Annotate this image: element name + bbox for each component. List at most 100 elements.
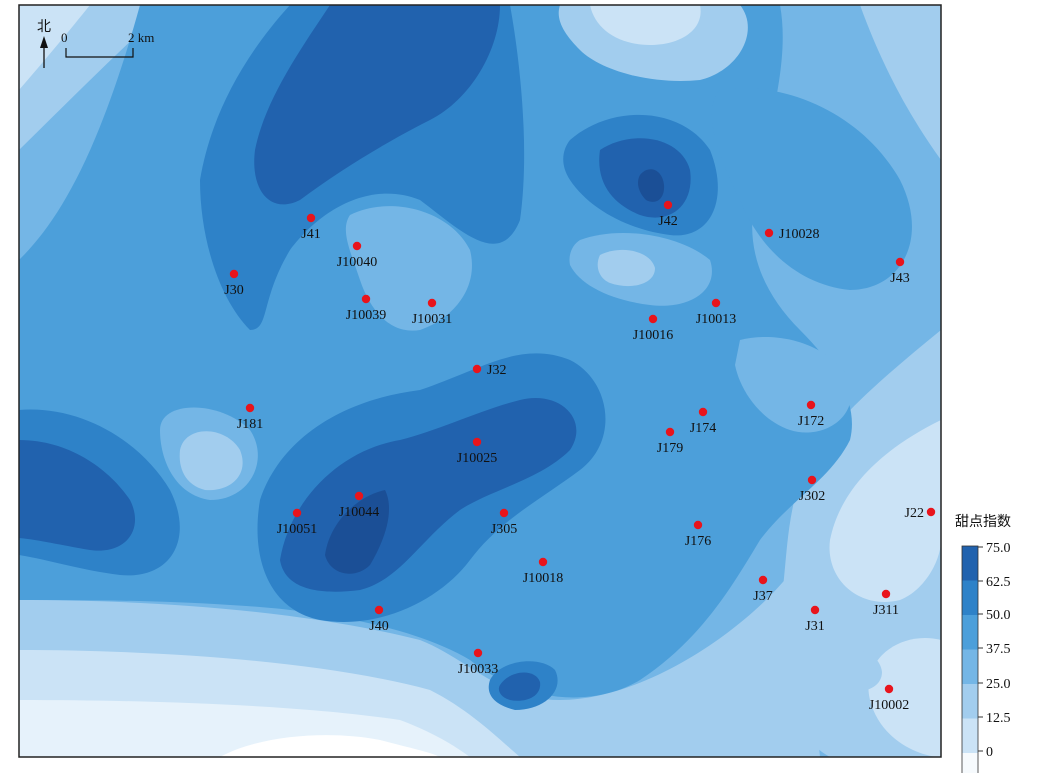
- well-j32: J32: [472, 363, 506, 378]
- well-point-icon: [884, 684, 894, 694]
- well-j10033: J10033: [458, 648, 498, 677]
- well-j10040: J10040: [337, 241, 377, 270]
- well-label: J174: [690, 421, 716, 436]
- legend-swatch: [962, 580, 978, 615]
- legend-swatch: [962, 649, 978, 684]
- well-label: J32: [487, 363, 506, 378]
- well-j43: J43: [890, 257, 910, 286]
- scale-bar: 0 2 km: [61, 30, 154, 58]
- well-point-icon: [361, 294, 371, 304]
- well-j181: J181: [237, 403, 263, 432]
- map-frame: [18, 4, 942, 758]
- well-label: J10025: [457, 451, 497, 466]
- well-j10016: J10016: [633, 314, 673, 343]
- contour-deep-south-core: [498, 672, 541, 701]
- well-point-icon: [663, 200, 673, 210]
- well-point-icon: [472, 364, 482, 374]
- well-label: J10051: [277, 522, 317, 537]
- well-point-icon: [806, 400, 816, 410]
- well-j10028: J10028: [764, 227, 819, 242]
- well-point-icon: [926, 507, 936, 517]
- well-point-icon: [665, 427, 675, 437]
- contour-ne-light: [860, 5, 941, 160]
- legend-swatch: [962, 546, 978, 581]
- well-j30: J30: [224, 269, 244, 298]
- well-point-icon: [807, 475, 817, 485]
- legend-swatch: [962, 718, 978, 753]
- well-j10031: J10031: [412, 298, 452, 327]
- legend: 甜点指数 75.0 62.5 50.0 37.5 25.0 12.5 0: [955, 514, 1011, 773]
- well-label: J179: [657, 441, 683, 456]
- contour-deep-west-core: [19, 440, 136, 551]
- well-j10025: J10025: [457, 437, 497, 466]
- well-j302: J302: [799, 475, 825, 504]
- well-point-icon: [881, 589, 891, 599]
- legend-ticks: 75.0 62.5 50.0 37.5 25.0 12.5 0: [978, 541, 1011, 760]
- well-j37: J37: [753, 575, 773, 604]
- well-label: J10028: [779, 227, 819, 242]
- well-label: J10013: [696, 312, 736, 327]
- well-j179: J179: [657, 427, 683, 456]
- well-point-icon: [229, 269, 239, 279]
- well-j10002: J10002: [869, 684, 909, 713]
- scale-bar-start: 0: [61, 30, 68, 45]
- contour-east-lighter-2: [868, 638, 941, 757]
- legend-tick-label: 62.5: [986, 575, 1011, 590]
- well-point-icon: [245, 403, 255, 413]
- contour-ridge-east: [735, 336, 852, 433]
- well-label: J302: [799, 489, 825, 504]
- well-point-icon: [693, 520, 703, 530]
- well-label: J10016: [633, 328, 673, 343]
- well-j10044: J10044: [339, 491, 379, 520]
- well-j41: J41: [301, 213, 321, 242]
- legend-tick-label: 25.0: [986, 677, 1011, 692]
- contour-fill-layers: [19, 5, 941, 757]
- contour-nw-lighter: [19, 5, 90, 90]
- well-label: J10031: [412, 312, 452, 327]
- well-markers: J41 J10040 J30 J10039 J10031 J42 J10028 J43 J100…: [224, 200, 936, 713]
- well-label: J31: [805, 619, 824, 634]
- well-label: J10039: [346, 308, 386, 323]
- well-point-icon: [427, 298, 437, 308]
- well-label: J10040: [337, 255, 377, 270]
- well-j172: J172: [798, 400, 824, 429]
- well-label: J10044: [339, 505, 379, 520]
- well-label: J311: [873, 603, 899, 618]
- contour-east-lighter: [829, 420, 941, 602]
- well-point-icon: [354, 491, 364, 501]
- contour-hole-north-inner: [590, 5, 701, 45]
- well-point-icon: [292, 508, 302, 518]
- well-j176: J176: [685, 520, 711, 549]
- contour-deep-j42-core: [638, 169, 665, 202]
- well-label: J181: [237, 417, 263, 432]
- contour-ne-mid: [711, 88, 912, 290]
- well-label: J10033: [458, 662, 498, 677]
- contour-se-spot: [836, 651, 882, 691]
- contour-deep-center-core: [325, 490, 390, 574]
- well-label: J305: [491, 522, 517, 537]
- well-point-icon: [472, 437, 482, 447]
- well-point-icon: [711, 298, 721, 308]
- well-point-icon: [810, 605, 820, 615]
- legend-border: [961, 545, 979, 773]
- well-label: J10018: [523, 571, 563, 586]
- well-point-icon: [499, 508, 509, 518]
- well-label: J42: [658, 214, 677, 229]
- well-label: J176: [685, 534, 711, 549]
- well-j10039: J10039: [346, 294, 386, 323]
- well-point-icon: [648, 314, 658, 324]
- legend-tick-label: 37.5: [986, 642, 1011, 657]
- well-label: J10002: [869, 698, 909, 713]
- well-j305: J305: [491, 508, 517, 537]
- legend-swatches: [961, 545, 979, 773]
- well-j40: J40: [369, 605, 389, 634]
- legend-tick-label: 50.0: [986, 608, 1011, 623]
- legend-swatch: [962, 615, 978, 650]
- well-label: J22: [905, 506, 924, 521]
- well-label: J172: [798, 414, 824, 429]
- scale-bar-line: [65, 48, 134, 58]
- legend-tick-label: 12.5: [986, 711, 1011, 726]
- north-arrow: 北: [37, 19, 51, 68]
- well-label: J41: [301, 227, 320, 242]
